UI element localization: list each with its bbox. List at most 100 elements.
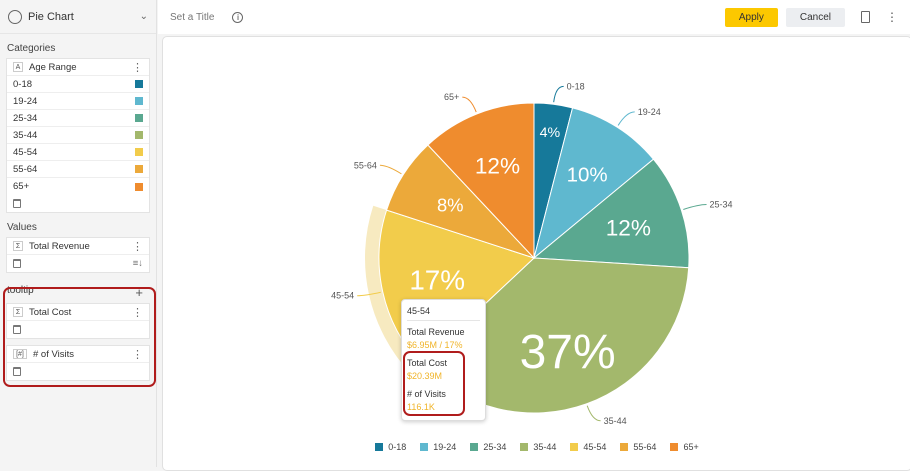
tooltip-field-row[interactable]: [#] # of Visits ⋮ [7,346,149,363]
color-swatch[interactable] [135,182,143,191]
sidebar: Pie Chart ⌄ Categories A Age Range ⋮ 0-18 1… [0,0,157,467]
value-field[interactable]: Σ Total Revenue ⋮ [7,238,149,255]
category-field[interactable]: A Age Range ⋮ [7,59,149,76]
leader-line [462,96,477,113]
slice-category-label: 55-64 [354,160,377,170]
values-label: Values [7,222,37,233]
trash-icon[interactable] [13,199,21,208]
tooltip-metric: # of Visits [407,389,446,399]
delete-row [7,195,149,212]
sort-icon[interactable]: ≡↓ [132,258,143,269]
field-label: Total Cost [29,306,72,318]
title-input[interactable]: Set a Title [170,11,215,23]
category-item[interactable]: 65+ [7,178,149,195]
slice-percent-label: 12% [606,215,651,240]
color-swatch[interactable] [135,165,143,173]
more-icon[interactable]: ⋮ [132,348,143,361]
color-swatch[interactable] [135,114,143,122]
categories-label: Categories [7,43,56,54]
leader-line [357,291,381,297]
pie-chart: 4% 0-18 10% 19-24 12% 25-34 37% 35-44 17% 45-54 8%… [331,81,733,425]
category-label: 65+ [13,181,30,192]
slice-category-label: 65+ [444,92,459,102]
tooltip-field-row[interactable]: Σ Total Cost ⋮ [7,304,149,321]
more-icon[interactable]: ⋮ [886,10,898,24]
legend-label: 25-34 [483,442,507,452]
legend-swatch [520,443,529,451]
category-label: 25-34 [13,112,38,124]
chart-type-selector[interactable]: Pie Chart ⌄ [0,0,156,34]
add-icon[interactable]: + [135,285,143,300]
legend-label: 45-54 [583,442,607,452]
slice-category-label: 45-54 [331,291,354,301]
slice-percent-label: 37% [520,326,616,379]
top-bar: Set a Title i Apply Cancel ⋮ [158,0,910,34]
info-icon[interactable]: i [232,11,244,23]
number-icon: [#] [13,349,27,359]
category-label: 0-18 [13,78,33,90]
leader-line [379,164,402,175]
more-icon[interactable]: ⋮ [132,61,143,74]
legend-swatch [570,443,579,451]
category-item[interactable]: 45-54 [7,144,149,161]
category-item[interactable]: 35-44 [7,127,149,144]
category-item[interactable]: 0-18 [7,76,149,93]
color-swatch[interactable] [135,131,143,139]
trash-icon[interactable] [13,367,21,376]
legend-item[interactable]: 45-54 [570,442,606,452]
tooltip-highlight [3,287,156,387]
chart-area: 4% 0-18 10% 19-24 12% 25-34 37% 35-44 17% 45-54 8%… [162,36,910,471]
legend-item[interactable]: 19-24 [420,442,456,452]
slice-category-label: 0-18 [567,81,585,91]
tooltip-value: $20.39M [407,371,443,381]
slice-percent-label: 8% [437,194,464,215]
slice-category-label: 25-34 [710,200,733,210]
export-icon[interactable] [861,11,870,23]
trash-icon[interactable] [13,259,21,268]
color-swatch[interactable] [135,80,143,88]
category-label: 55-64 [13,163,38,175]
categories-box: A Age Range ⋮ 0-18 19-24 25-34 35-44 45-54 55-6… [6,58,150,213]
apply-button[interactable]: Apply [724,7,778,27]
field-label: # of Visits [33,348,75,360]
cancel-button[interactable]: Cancel [785,7,845,27]
leader-line [683,204,707,210]
legend-item[interactable]: 25-34 [470,442,506,452]
more-icon[interactable]: ⋮ [132,306,143,319]
pie-slice[interactable] [533,107,655,260]
field-actions [7,321,149,338]
tooltip-label: tooltip [7,285,34,296]
slice-percent-label: 10% [567,163,608,186]
pie-slice[interactable] [427,102,535,260]
tooltip-annotation [403,351,465,416]
slice-percent-label: 12% [475,154,520,179]
legend-item[interactable]: 35-44 [520,442,556,452]
leader-line [586,405,601,422]
legend-label: 35-44 [533,442,557,452]
category-item[interactable]: 19-24 [7,93,149,110]
pie-slice[interactable] [532,158,690,269]
legend-item[interactable]: 65+ [670,442,699,452]
value-actions: ≡↓ [7,255,149,272]
sum-icon: Σ [13,307,23,317]
pie-chart-icon [8,9,22,24]
category-item[interactable]: 25-34 [7,110,149,127]
legend-item[interactable]: 0-18 [375,442,406,452]
legend-item[interactable]: 55-64 [620,442,656,452]
leader-line [553,85,564,103]
color-swatch[interactable] [135,97,143,105]
values-box: Σ Total Revenue ⋮ ≡↓ [6,237,150,273]
tooltip-field: Σ Total Cost ⋮ [6,303,150,339]
trash-icon[interactable] [13,325,21,334]
tooltip-value: 116.1K [407,402,435,412]
color-swatch[interactable] [135,148,143,156]
field-label: Age Range [29,61,77,73]
legend-label: 55-64 [633,442,657,452]
chart-type-label: Pie Chart [28,10,74,23]
legend-label: 19-24 [433,442,457,452]
category-item[interactable]: 55-64 [7,161,149,178]
more-icon[interactable]: ⋮ [132,240,143,253]
legend-label: 65+ [683,442,699,452]
legend-label: 0-18 [388,442,407,452]
slice-percent-label: 4% [540,125,561,141]
